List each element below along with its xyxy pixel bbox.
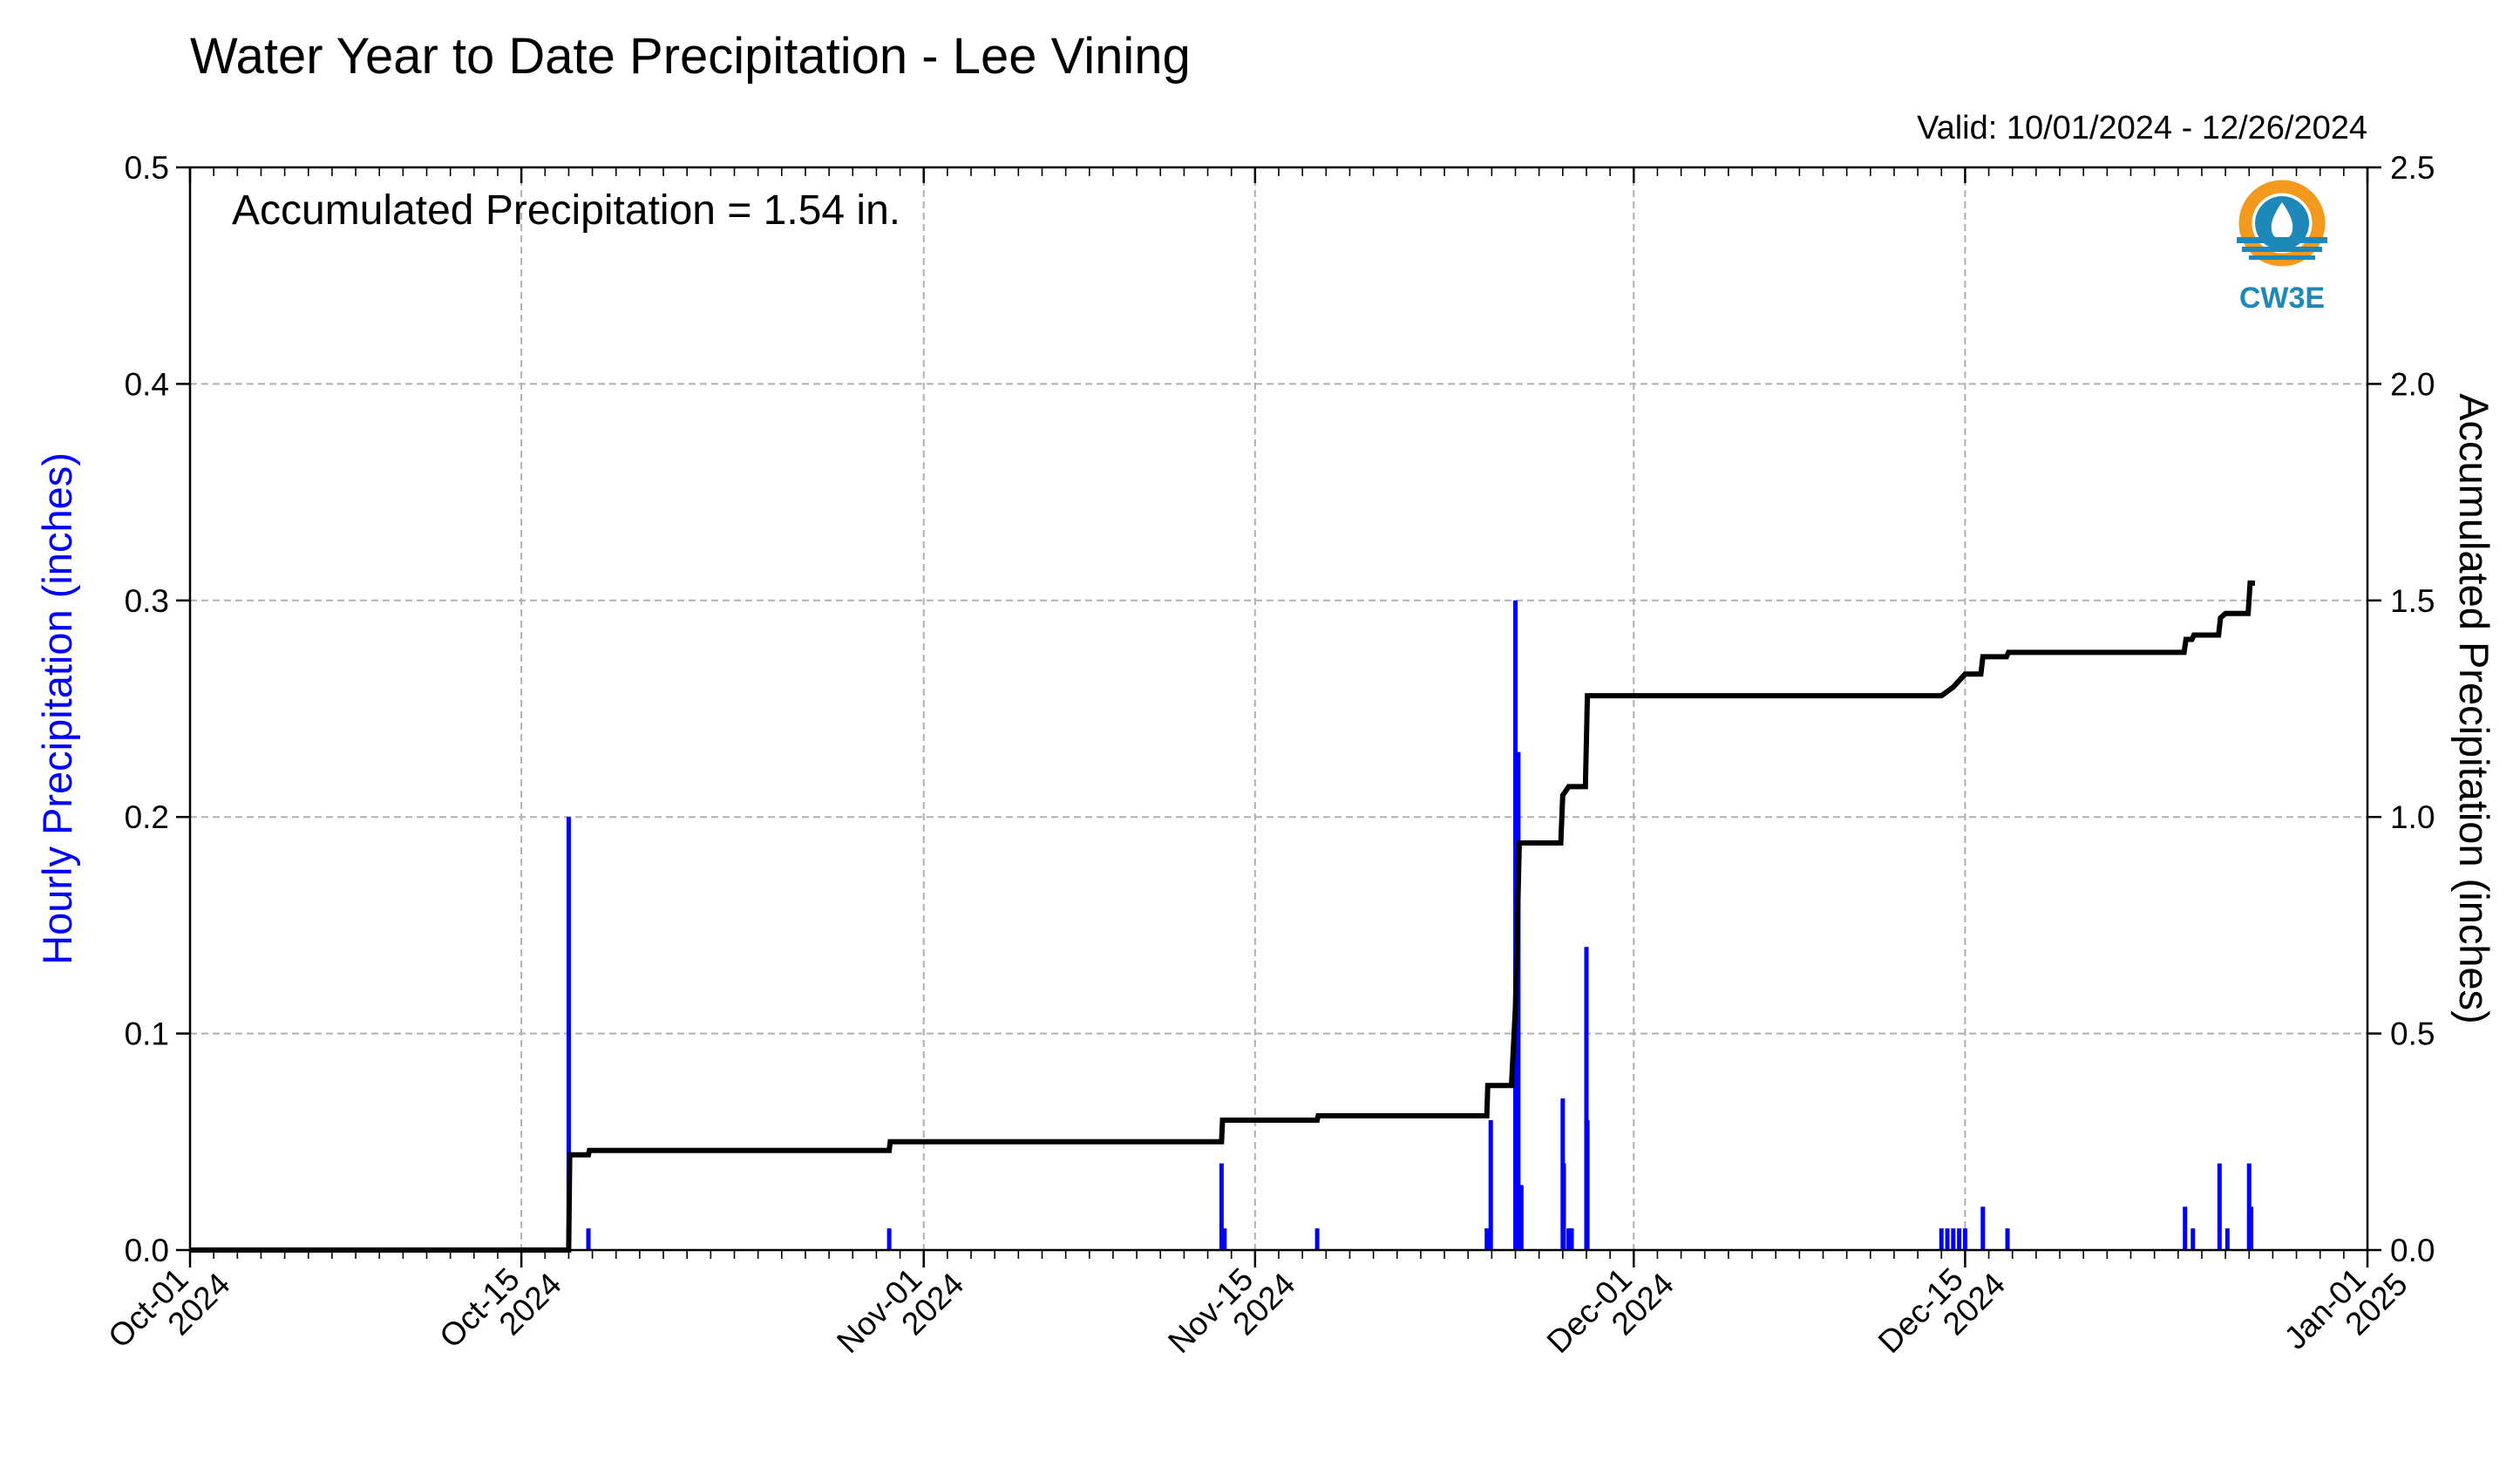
- axis-ticks: 0.0 0.0 0.1 0.5 0.2 1.0 0.3 1.5 0.4 2.0 0.5 2.5 Oct-…: [101, 150, 2435, 1360]
- y-left-tick-label: 0.1: [125, 1016, 169, 1052]
- y-right-tick-label: 2.5: [2390, 150, 2435, 186]
- y-left-tick-label: 0.2: [125, 799, 169, 835]
- hourly-precip-bar: [2183, 1206, 2188, 1250]
- chart-title: Water Year to Date Precipitation - Lee V…: [190, 28, 1191, 85]
- hourly-precip-bar: [1566, 1228, 1572, 1250]
- hourly-precip-bar: [1962, 1228, 1967, 1250]
- hourly-precip-bar: [1314, 1228, 1320, 1250]
- y-right-tick-label: 0.5: [2390, 1016, 2435, 1052]
- hourly-precip-bar: [1219, 1163, 1224, 1250]
- hourly-precip-bar: [1222, 1228, 1227, 1250]
- y-left-tick-label: 0.0: [125, 1233, 169, 1268]
- accumulated-series-line: [190, 580, 2255, 1253]
- y-right-tick-label: 0.0: [2390, 1233, 2435, 1268]
- hourly-precip-bar: [2191, 1228, 2196, 1250]
- accumulated-annotation: Accumulated Precipitation = 1.54 in.: [232, 187, 900, 234]
- y-left-tick-label: 0.5: [125, 150, 169, 186]
- hourly-precip-bar: [1569, 1228, 1574, 1250]
- hourly-precip-bar: [1516, 751, 1521, 1250]
- hourly-precip-bar: [2217, 1163, 2222, 1250]
- hourly-precip-bar: [886, 1228, 892, 1250]
- hourly-precip-bar: [566, 817, 571, 1250]
- grid-lines: [190, 167, 2367, 1250]
- hourly-precip-bar: [1939, 1228, 1944, 1250]
- cw3e-logo: CW3E: [2237, 180, 2327, 315]
- logo-label: CW3E: [2239, 282, 2325, 315]
- logo-wave-band: [2249, 255, 2315, 260]
- y-axis-left-label: Hourly Precipitation (inches): [34, 452, 80, 965]
- hourly-precip-bar: [1945, 1228, 1950, 1250]
- hourly-precip-bar: [1957, 1228, 1962, 1250]
- hourly-precip-bar: [1484, 1228, 1490, 1250]
- hourly-precip-bar: [1488, 1119, 1493, 1250]
- valid-date-range: Valid: 10/01/2024 - 12/26/2024: [1917, 110, 2367, 146]
- hourly-precip-bar: [1585, 1119, 1590, 1250]
- y-left-tick-label: 0.3: [125, 583, 169, 619]
- hourly-precip-bar: [1561, 1163, 1566, 1250]
- water-drop-icon: [2271, 202, 2293, 240]
- y-axis-right-label: Accumulated Precipitation (inches): [2451, 393, 2497, 1024]
- hourly-precip-bar: [1518, 1185, 1524, 1250]
- y-left-tick-label: 0.4: [125, 366, 169, 402]
- accumulated-precipitation-line: [190, 580, 2255, 1253]
- hourly-precip-bar: [1584, 947, 1589, 1250]
- hourly-precip-bar: [1951, 1228, 1956, 1250]
- hourly-precip-bar: [586, 1228, 591, 1250]
- plot-frame: [188, 166, 2369, 1252]
- hourly-precip-bar: [2005, 1228, 2010, 1250]
- y-right-tick-label: 1.0: [2390, 799, 2435, 835]
- hourly-precip-bar: [1980, 1206, 1986, 1250]
- hourly-precip-bar: [2225, 1228, 2230, 1250]
- logo-wave-band: [2242, 247, 2322, 252]
- y-right-tick-label: 1.5: [2390, 583, 2435, 619]
- logo-wave-band: [2237, 237, 2327, 243]
- hourly-precip-bar: [2249, 1206, 2254, 1250]
- y-right-tick-label: 2.0: [2390, 366, 2435, 402]
